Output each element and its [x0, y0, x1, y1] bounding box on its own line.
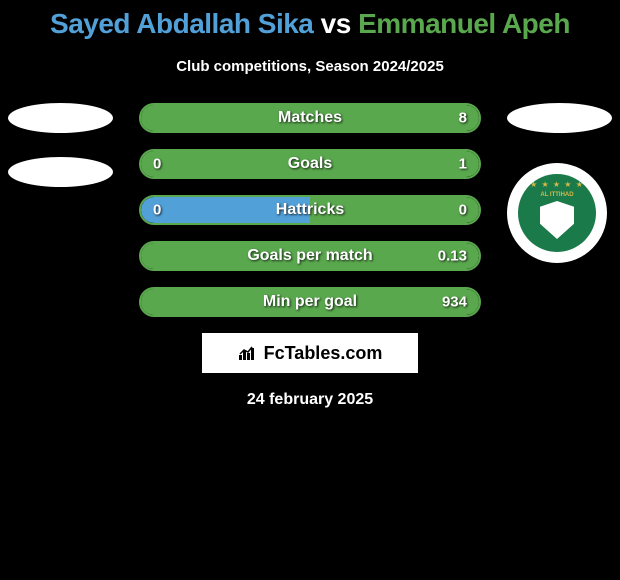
vs-separator: vs	[321, 8, 358, 39]
stat-bars: Matches 8 Goals 0 1 Hattricks 0 0 Goals per matc…	[139, 103, 481, 317]
stat-value-right: 934	[442, 294, 467, 311]
stat-value-right: 8	[459, 110, 467, 127]
stat-label: Min per goal	[263, 293, 357, 311]
stat-value-right: 0	[459, 202, 467, 219]
badge-stars-icon: ★ ★ ★ ★ ★	[518, 180, 596, 189]
placeholder-ellipse	[8, 157, 113, 187]
stats-content: ★ ★ ★ ★ ★ AL ITTIHAD Matches 8 Goals 0 1 Hattr…	[0, 103, 620, 409]
stat-row: Hattricks 0 0	[139, 195, 481, 225]
player1-badges	[8, 103, 113, 211]
player1-name: Sayed Abdallah Sika	[50, 8, 313, 39]
stat-label: Goals per match	[247, 247, 372, 265]
player2-name: Emmanuel Apeh	[358, 8, 570, 39]
club-badge: ★ ★ ★ ★ ★ AL ITTIHAD	[507, 163, 607, 263]
comparison-title: Sayed Abdallah Sika vs Emmanuel Apeh	[0, 0, 620, 40]
stat-value-left: 0	[153, 156, 161, 173]
player2-badges: ★ ★ ★ ★ ★ AL ITTIHAD	[507, 103, 612, 263]
stat-row: Goals per match 0.13	[139, 241, 481, 271]
subtitle: Club competitions, Season 2024/2025	[0, 58, 620, 75]
shield-icon	[540, 201, 574, 239]
stat-label: Hattricks	[276, 201, 344, 219]
stat-label: Goals	[288, 155, 332, 173]
stat-value-left: 0	[153, 202, 161, 219]
stat-row: Min per goal 934	[139, 287, 481, 317]
club-badge-inner: ★ ★ ★ ★ ★ AL ITTIHAD	[518, 174, 596, 252]
placeholder-ellipse	[507, 103, 612, 133]
stat-label: Matches	[278, 109, 342, 127]
watermark-text: FcTables.com	[264, 343, 383, 364]
watermark: FcTables.com	[202, 333, 418, 373]
badge-text: AL ITTIHAD	[518, 192, 596, 198]
placeholder-ellipse	[8, 103, 113, 133]
date-label: 24 february 2025	[0, 391, 620, 409]
stat-row: Matches 8	[139, 103, 481, 133]
stat-value-right: 1	[459, 156, 467, 173]
stat-row: Goals 0 1	[139, 149, 481, 179]
stat-value-right: 0.13	[438, 248, 467, 265]
chart-icon	[238, 345, 258, 361]
